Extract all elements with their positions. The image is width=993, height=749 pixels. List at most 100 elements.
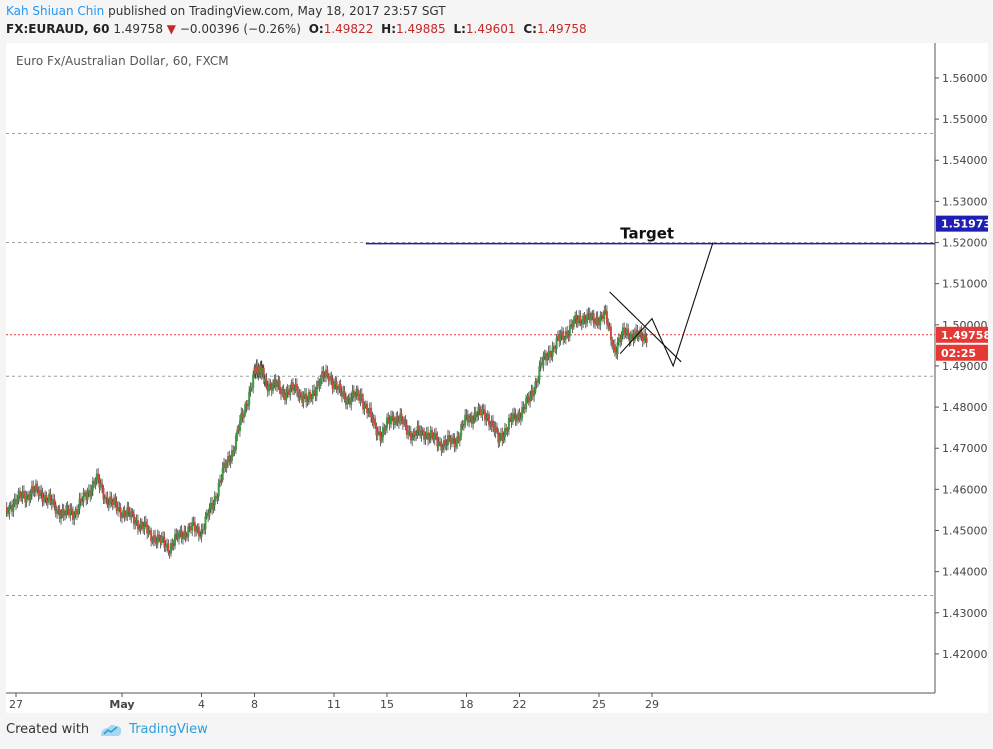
candle-body — [449, 438, 452, 444]
candle-body — [105, 496, 108, 498]
y-tick-label: 1.49000 — [942, 360, 988, 373]
candle-body — [384, 427, 387, 431]
candle-body — [15, 498, 17, 505]
candle — [301, 391, 304, 407]
candle-body — [110, 496, 113, 502]
candle — [265, 373, 268, 390]
candle-body — [506, 429, 509, 432]
candle-body — [146, 524, 149, 534]
candle-body — [462, 425, 465, 427]
candle — [121, 512, 123, 524]
candle — [509, 413, 512, 422]
candle-body — [114, 497, 117, 502]
candle-body — [139, 521, 142, 529]
candle-body — [493, 426, 496, 433]
candle-body — [609, 326, 612, 340]
candle — [32, 480, 35, 497]
candle-body — [542, 356, 545, 366]
candle-body — [372, 418, 375, 423]
candle-body — [270, 385, 273, 391]
candle-body — [329, 376, 332, 381]
candle-body — [246, 405, 249, 407]
candle-body — [579, 315, 582, 324]
candle-body — [352, 390, 355, 397]
candle — [175, 528, 178, 541]
candle — [389, 410, 392, 429]
candle-body — [9, 505, 12, 507]
x-tick-label: 27 — [9, 698, 23, 711]
candle — [11, 500, 14, 517]
candle-body — [412, 431, 415, 438]
candle — [611, 336, 614, 350]
candle-body — [219, 479, 222, 483]
candle — [523, 403, 526, 415]
price-chart[interactable]: Euro Fx/Australian Dollar, 60, FXCM Targ… — [6, 43, 988, 713]
candle — [454, 437, 457, 452]
candle-body — [327, 375, 330, 381]
candle — [552, 342, 555, 353]
candle-body — [64, 514, 67, 516]
candle — [437, 436, 440, 451]
author-link[interactable]: Kah Shiuan Chin — [6, 4, 105, 18]
candle — [230, 444, 233, 465]
candle-body — [480, 409, 483, 416]
candle-body — [97, 473, 100, 480]
candle — [311, 385, 314, 405]
candle — [37, 486, 40, 502]
candle — [205, 509, 208, 520]
candle — [130, 508, 133, 523]
candle — [335, 377, 338, 394]
candle — [415, 430, 418, 441]
candle-body — [208, 507, 211, 517]
candle-body — [636, 329, 639, 338]
candle-body — [204, 516, 207, 530]
candle — [163, 531, 166, 552]
candle-body — [556, 335, 559, 339]
candle — [20, 491, 23, 503]
candle-body — [229, 460, 232, 463]
candle-body — [13, 498, 16, 505]
candle — [435, 427, 438, 441]
candle-body — [594, 323, 597, 325]
candle-body — [274, 379, 277, 388]
candle — [640, 325, 643, 342]
x-tick-label: May — [109, 698, 134, 711]
candle — [228, 450, 231, 466]
candle-body — [578, 315, 581, 321]
candle — [195, 525, 198, 537]
candle-body — [223, 462, 226, 468]
candle-body — [69, 508, 72, 516]
candle-body — [143, 521, 146, 530]
candle-body — [362, 398, 365, 410]
candle — [629, 330, 632, 346]
candle — [494, 421, 497, 439]
candle-body — [127, 507, 130, 512]
candle — [85, 490, 88, 506]
candle — [30, 480, 33, 500]
candle-body — [560, 331, 563, 336]
candle-body — [17, 490, 20, 500]
candle — [427, 426, 430, 446]
candle — [170, 539, 173, 557]
candle-body — [33, 491, 36, 493]
candle-body — [46, 500, 49, 503]
candle-body — [529, 396, 532, 403]
candle-body — [627, 328, 630, 337]
candle-body — [457, 436, 460, 441]
symbol-info: FX:EURAUD, 60 1.49758 ▼ −0.00396 (−0.26%… — [6, 22, 587, 36]
candle — [54, 501, 57, 518]
candle-body — [52, 499, 55, 505]
x-tick-label: 29 — [645, 698, 659, 711]
candle — [168, 550, 171, 559]
candle — [333, 378, 335, 393]
candle — [147, 525, 150, 538]
candle-body — [539, 362, 542, 366]
candle-body — [298, 392, 301, 398]
candle — [102, 484, 105, 505]
candle — [480, 405, 483, 419]
x-tick-label: 25 — [592, 698, 606, 711]
tradingview-brand-link[interactable]: TradingView — [129, 722, 208, 737]
candle — [596, 311, 599, 329]
annotations-layer: Target — [365, 225, 935, 368]
candle-body — [331, 380, 334, 390]
